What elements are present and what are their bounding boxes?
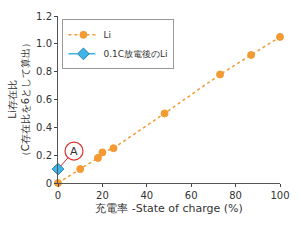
svg-text:0.2: 0.2 (36, 150, 52, 161)
svg-text:100: 100 (270, 190, 289, 201)
svg-text:0.8: 0.8 (36, 66, 52, 77)
svg-text:A: A (70, 145, 78, 158)
svg-text:1.2: 1.2 (36, 11, 52, 22)
svg-text:0.6: 0.6 (36, 94, 52, 105)
svg-text:0.1C放電後のLi: 0.1C放電後のLi (103, 49, 167, 59)
svg-text:Li存在比（C存在比を6として算出）: Li存在比（C存在比を6として算出） (7, 38, 31, 161)
svg-text:60: 60 (185, 190, 198, 201)
svg-text:80: 80 (229, 190, 242, 201)
svg-text:20: 20 (96, 190, 109, 201)
svg-text:40: 40 (140, 190, 153, 201)
svg-text:0: 0 (55, 190, 61, 201)
svg-text:1.0: 1.0 (36, 38, 52, 49)
svg-text:Li: Li (103, 30, 111, 40)
svg-text:0: 0 (46, 178, 52, 189)
svg-text:充電率 -State of charge (%): 充電率 -State of charge (%) (95, 202, 243, 215)
svg-text:0.4: 0.4 (36, 122, 52, 133)
